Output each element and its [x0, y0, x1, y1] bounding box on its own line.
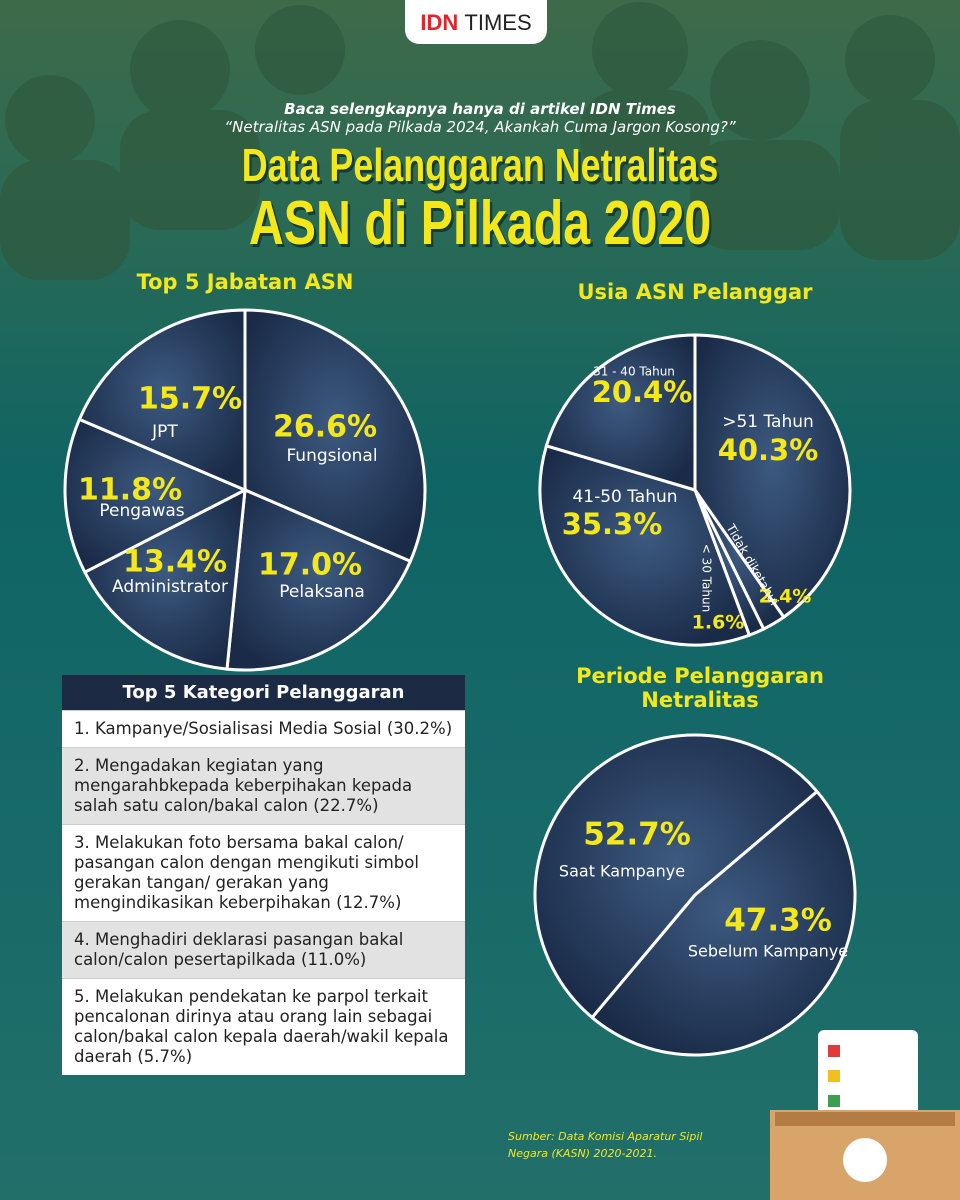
- brand-times: TIMES: [464, 10, 532, 35]
- value-label: 47.3%: [724, 903, 832, 939]
- ballot-box: [770, 1030, 960, 1200]
- value-label: 11.8%: [78, 473, 182, 508]
- chart-title: Periode Pelanggaran Netralitas: [576, 664, 824, 712]
- title-line1: Data Pelanggaran Netralitas: [241, 139, 719, 191]
- category-label: < 30 Tahun: [700, 544, 714, 612]
- chart-title: Top 5 Jabatan ASN: [136, 270, 354, 294]
- category-label: Saat Kampanye: [559, 862, 685, 881]
- chart-title: Usia ASN Pelanggar: [577, 280, 813, 304]
- value-label: 40.3%: [718, 433, 819, 467]
- pie-slice: [77, 308, 247, 493]
- value-label: 2.4%: [759, 586, 812, 608]
- violations-list: Top 5 Kategori Pelanggaran 1. Kampanye/S…: [62, 675, 465, 1075]
- pie-slice: [590, 789, 857, 1057]
- category-label: Fungsional: [286, 446, 377, 466]
- brand-idn: IDN: [420, 10, 459, 35]
- value-label: 20.4%: [592, 375, 693, 409]
- value-label: 35.3%: [562, 507, 663, 541]
- list-item: 1. Kampanye/Sosialisasi Media Sosial (30…: [62, 710, 465, 747]
- pie-slice: [225, 487, 413, 672]
- pie-slice: [243, 308, 427, 564]
- pie-slice: [82, 487, 247, 671]
- value-label: 15.7%: [138, 382, 242, 417]
- category-label: >51 Tahun: [722, 412, 814, 432]
- value-label: 26.6%: [273, 410, 377, 445]
- value-label: 13.4%: [123, 545, 227, 580]
- article: “Netralitas ASN pada Pilkada 2024, Akank…: [224, 118, 736, 136]
- source: Sumber: Data Komisi Aparatur Sipil Negar…: [508, 1130, 703, 1160]
- pie-slice: [538, 443, 752, 647]
- list-item: 4. Menghadiri deklarasi pasangan bakal c…: [62, 921, 465, 978]
- silhouettes: [0, 2, 960, 280]
- pie-slice: [63, 417, 249, 575]
- pie-slice: [544, 333, 697, 493]
- category-label: Administrator: [112, 577, 228, 597]
- value-label: 52.7%: [583, 817, 691, 853]
- category-label: JPT: [151, 422, 178, 442]
- list-item: 3. Melakukan foto bersama bakal calon/ p…: [62, 824, 465, 921]
- list-item: 2. Mengadakan kegiatan yang mengarahbkep…: [62, 747, 465, 824]
- list-title: Top 5 Kategori Pelanggaran: [62, 675, 465, 710]
- category-label: 31 - 40 Tahun: [593, 365, 675, 379]
- list-item: 5. Melakukan pendekatan ke parpol terkai…: [62, 978, 465, 1075]
- pie-slice: [693, 333, 852, 620]
- title-line2: ASN di Pilkada 2020: [248, 189, 712, 258]
- value-label: 1.6%: [692, 612, 745, 634]
- intro: Baca selengkapnya hanya di artikel IDN T…: [284, 100, 676, 118]
- pie-slice: [533, 733, 820, 1020]
- category-label: Sebelum Kampanye: [688, 942, 848, 961]
- category-label: Pelaksana: [279, 582, 365, 602]
- category-label: 41-50 Tahun: [572, 487, 677, 507]
- logo: IDN TIMES: [405, 0, 547, 44]
- category-label: Pengawas: [99, 501, 184, 521]
- value-label: 17.0%: [258, 548, 362, 583]
